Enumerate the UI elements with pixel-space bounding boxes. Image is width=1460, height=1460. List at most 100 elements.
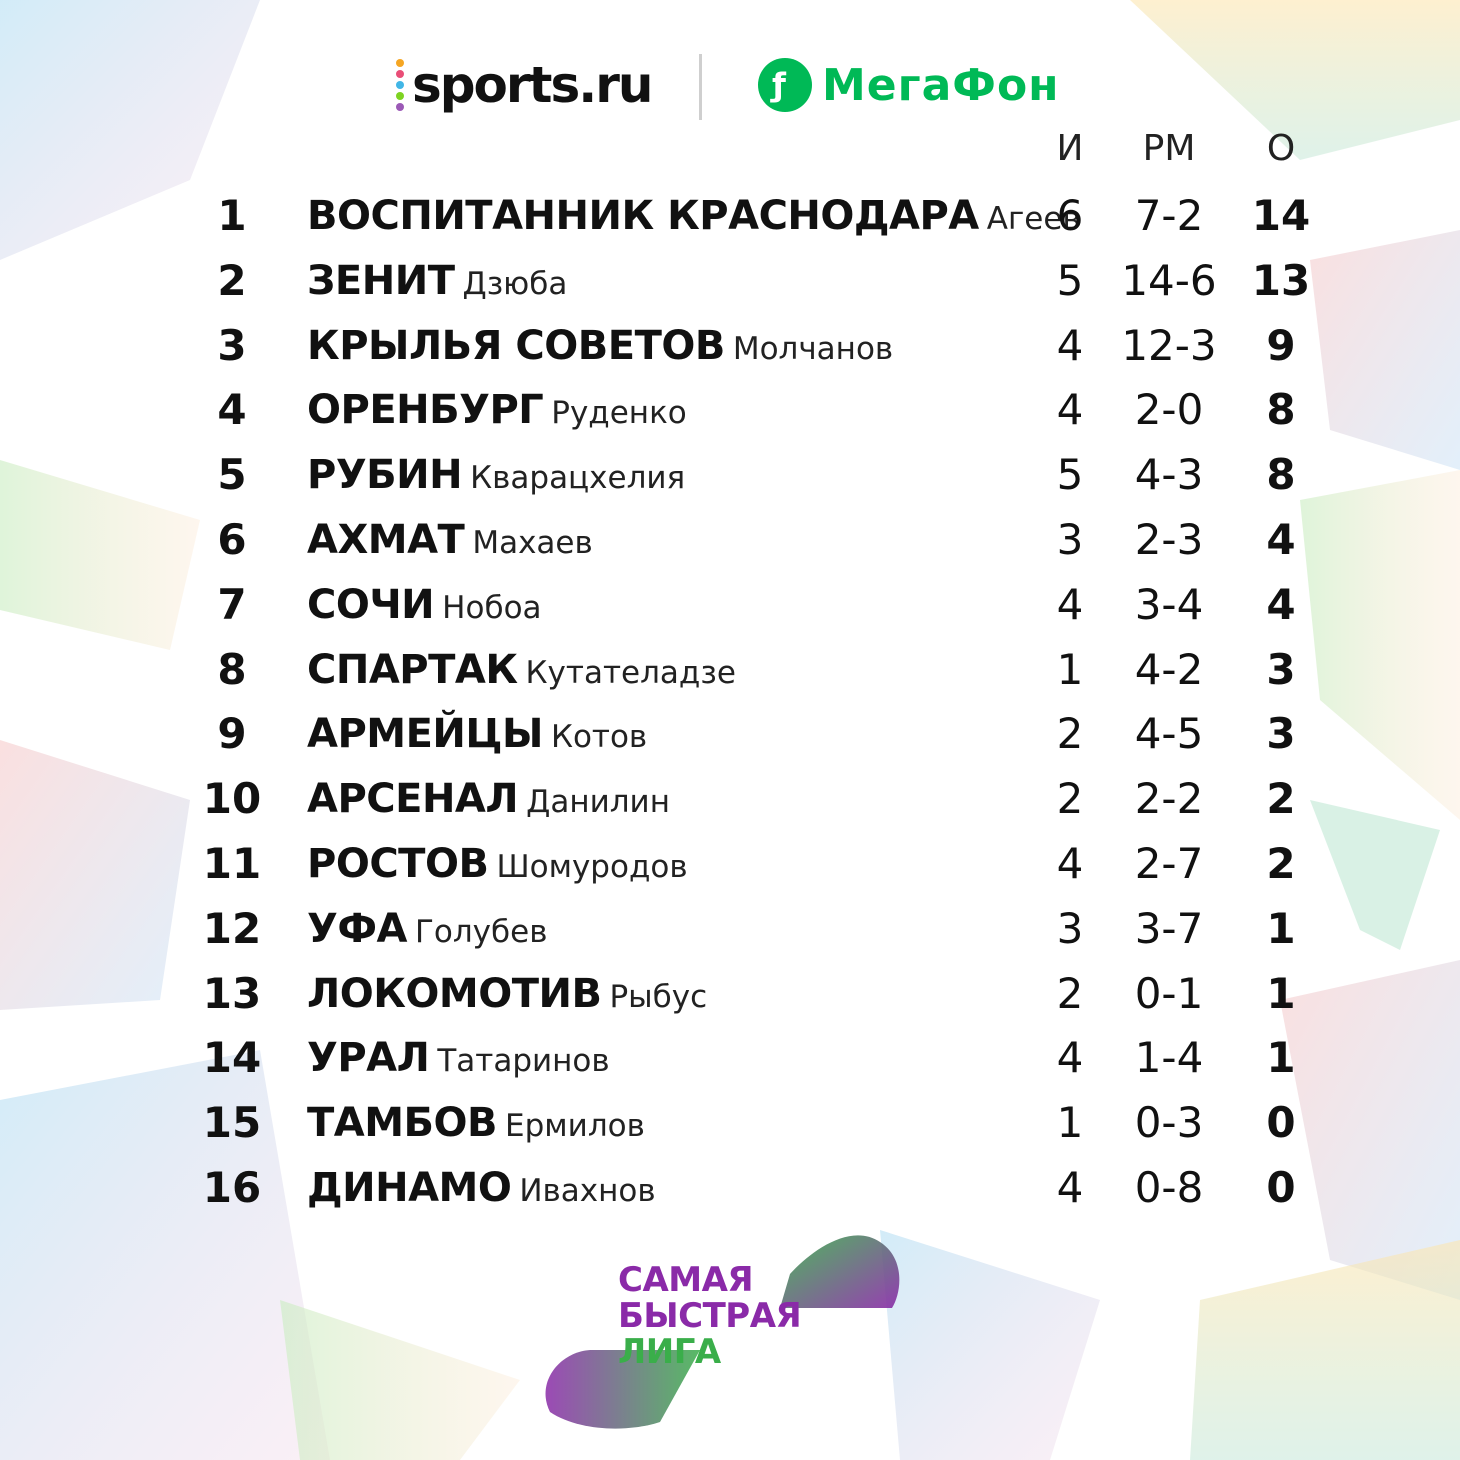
club-name: ОРЕНБУРГ bbox=[307, 387, 544, 434]
club-name: РУБИН bbox=[307, 452, 463, 499]
team-cell: ЗЕНИТ Дзюба bbox=[307, 249, 567, 321]
points: 2 bbox=[1266, 774, 1296, 824]
dot-4 bbox=[396, 92, 404, 100]
table-row: 8 СПАРТАК Кутателадзе 1 4-2 3 bbox=[0, 638, 1460, 702]
position: 14 bbox=[202, 1033, 262, 1083]
goals-score: 7-2 bbox=[1134, 191, 1204, 240]
coach-name: Дзюба bbox=[462, 265, 568, 302]
points: 1 bbox=[1266, 1033, 1296, 1083]
sports-ru-dots-icon bbox=[396, 59, 404, 111]
goals-score: 14-6 bbox=[1121, 255, 1217, 305]
goals-score: 2-0 bbox=[1134, 385, 1204, 435]
games-played: 4 bbox=[1056, 579, 1084, 629]
games-played: 5 bbox=[1056, 255, 1084, 305]
team-cell: АРСЕНАЛ Данилин bbox=[307, 767, 670, 839]
club-name: ЛОКОМОТИВ bbox=[307, 970, 602, 1017]
goals-score: 4-5 bbox=[1134, 709, 1204, 759]
team-cell: СОЧИ Нобоа bbox=[307, 573, 542, 645]
games-played: 3 bbox=[1056, 515, 1084, 564]
points: 1 bbox=[1266, 903, 1296, 953]
megafon-wordmark: МегаФон bbox=[822, 59, 1060, 111]
position: 13 bbox=[202, 968, 262, 1018]
position: 3 bbox=[217, 320, 247, 370]
team-cell: ТАМБОВ Ермилов bbox=[307, 1091, 645, 1163]
club-name: ВОСПИТАННИК КРАСНОДАРА bbox=[307, 193, 979, 239]
position: 6 bbox=[217, 515, 247, 564]
team-cell: ВОСПИТАННИК КРАСНОДАРА Агеев bbox=[307, 184, 1081, 256]
gamepad-icon bbox=[545, 1235, 900, 1429]
games-played: 4 bbox=[1056, 839, 1084, 888]
dot-2 bbox=[396, 70, 404, 78]
coach-name: Голубев bbox=[414, 913, 548, 950]
table-row: 14 УРАЛ Татаринов 4 1-4 1 bbox=[0, 1026, 1460, 1090]
coach-name: Рыбус bbox=[609, 978, 708, 1015]
points: 2 bbox=[1266, 839, 1296, 888]
position: 11 bbox=[202, 839, 262, 888]
points: 1 bbox=[1266, 968, 1296, 1018]
points: 14 bbox=[1251, 191, 1311, 240]
table-row: 15 ТАМБОВ Ермилов 1 0-3 0 bbox=[0, 1091, 1460, 1155]
goals-score: 2-2 bbox=[1134, 774, 1204, 824]
coach-name: Руденко bbox=[551, 395, 687, 432]
coach-name: Нобоа bbox=[442, 589, 542, 626]
club-name: УФА bbox=[307, 905, 407, 952]
coach-name: Ермилов bbox=[505, 1108, 645, 1145]
coach-name: Молчанов bbox=[732, 330, 894, 367]
table-row: 16 ДИНАМО Ивахнов 4 0-8 0 bbox=[0, 1156, 1460, 1220]
position: 10 bbox=[202, 774, 262, 824]
table-row: 12 УФА Голубев 3 3-7 1 bbox=[0, 897, 1460, 961]
games-played: 2 bbox=[1056, 774, 1084, 824]
table-row: 9 АРМЕЙЦЫ Котов 2 4-5 3 bbox=[0, 702, 1460, 766]
coach-name: Махаев bbox=[472, 525, 593, 561]
position: 5 bbox=[217, 450, 247, 500]
header-points: О bbox=[1266, 128, 1296, 169]
league-logo bbox=[540, 1222, 910, 1432]
games-played: 4 bbox=[1056, 1033, 1084, 1083]
position: 9 bbox=[217, 709, 247, 759]
coach-name: Ивахнов bbox=[519, 1173, 656, 1209]
table-row: 6 АХМАТ Махаев 3 2-3 4 bbox=[0, 508, 1460, 572]
club-name: ЗЕНИТ bbox=[307, 257, 455, 304]
coach-name: Кварацхелия bbox=[470, 460, 686, 497]
points: 3 bbox=[1266, 709, 1296, 759]
coach-name: Кутателадзе bbox=[525, 654, 736, 691]
points: 8 bbox=[1266, 450, 1296, 500]
team-cell: УФА Голубев bbox=[307, 897, 547, 969]
club-name: СОЧИ bbox=[307, 581, 435, 628]
points: 4 bbox=[1266, 515, 1296, 564]
coach-name: Котов bbox=[550, 719, 648, 756]
team-cell: АХМАТ Махаев bbox=[307, 508, 593, 580]
games-played: 1 bbox=[1056, 644, 1084, 694]
megafon-circle-icon: ƒ bbox=[758, 58, 812, 112]
games-played: 5 bbox=[1056, 450, 1084, 500]
league-line-1: САМАЯ bbox=[618, 1260, 754, 1300]
games-played: 2 bbox=[1056, 709, 1084, 759]
megafon-logo: ƒ МегаФон bbox=[758, 58, 1060, 112]
table-row: 7 СОЧИ Нобоа 4 3-4 4 bbox=[0, 573, 1460, 637]
table-row: 1 ВОСПИТАННИК КРАСНОДАРА Агеев 6 7-2 14 bbox=[0, 184, 1460, 248]
table-row: 10 АРСЕНАЛ Данилин 2 2-2 2 bbox=[0, 767, 1460, 831]
points: 0 bbox=[1266, 1163, 1296, 1212]
goals-score: 1-4 bbox=[1134, 1033, 1204, 1083]
dot-1 bbox=[396, 59, 404, 67]
position: 4 bbox=[217, 385, 247, 435]
header-games: И bbox=[1056, 128, 1084, 169]
team-cell: АРМЕЙЦЫ Котов bbox=[307, 702, 647, 774]
position: 2 bbox=[217, 255, 247, 305]
coach-name: Агеев bbox=[986, 201, 1081, 237]
team-cell: УРАЛ Татаринов bbox=[307, 1026, 610, 1098]
games-played: 4 bbox=[1056, 385, 1084, 435]
table-row: 13 ЛОКОМОТИВ Рыбус 2 0-1 1 bbox=[0, 962, 1460, 1026]
club-name: ДИНАМО bbox=[307, 1165, 512, 1211]
position: 7 bbox=[217, 579, 247, 629]
sports-ru-logo: sports.ru bbox=[396, 56, 653, 114]
goals-score: 2-7 bbox=[1134, 839, 1204, 888]
table-row: 3 КРЫЛЬЯ СОВЕТОВ Молчанов 4 12-3 9 bbox=[0, 314, 1460, 378]
goals-score: 12-3 bbox=[1121, 320, 1217, 370]
goals-score: 3-4 bbox=[1134, 579, 1204, 629]
points: 13 bbox=[1251, 255, 1311, 305]
table-row: 2 ЗЕНИТ Дзюба 5 14-6 13 bbox=[0, 249, 1460, 313]
club-name: СПАРТАК bbox=[307, 646, 518, 693]
points: 8 bbox=[1266, 385, 1296, 435]
